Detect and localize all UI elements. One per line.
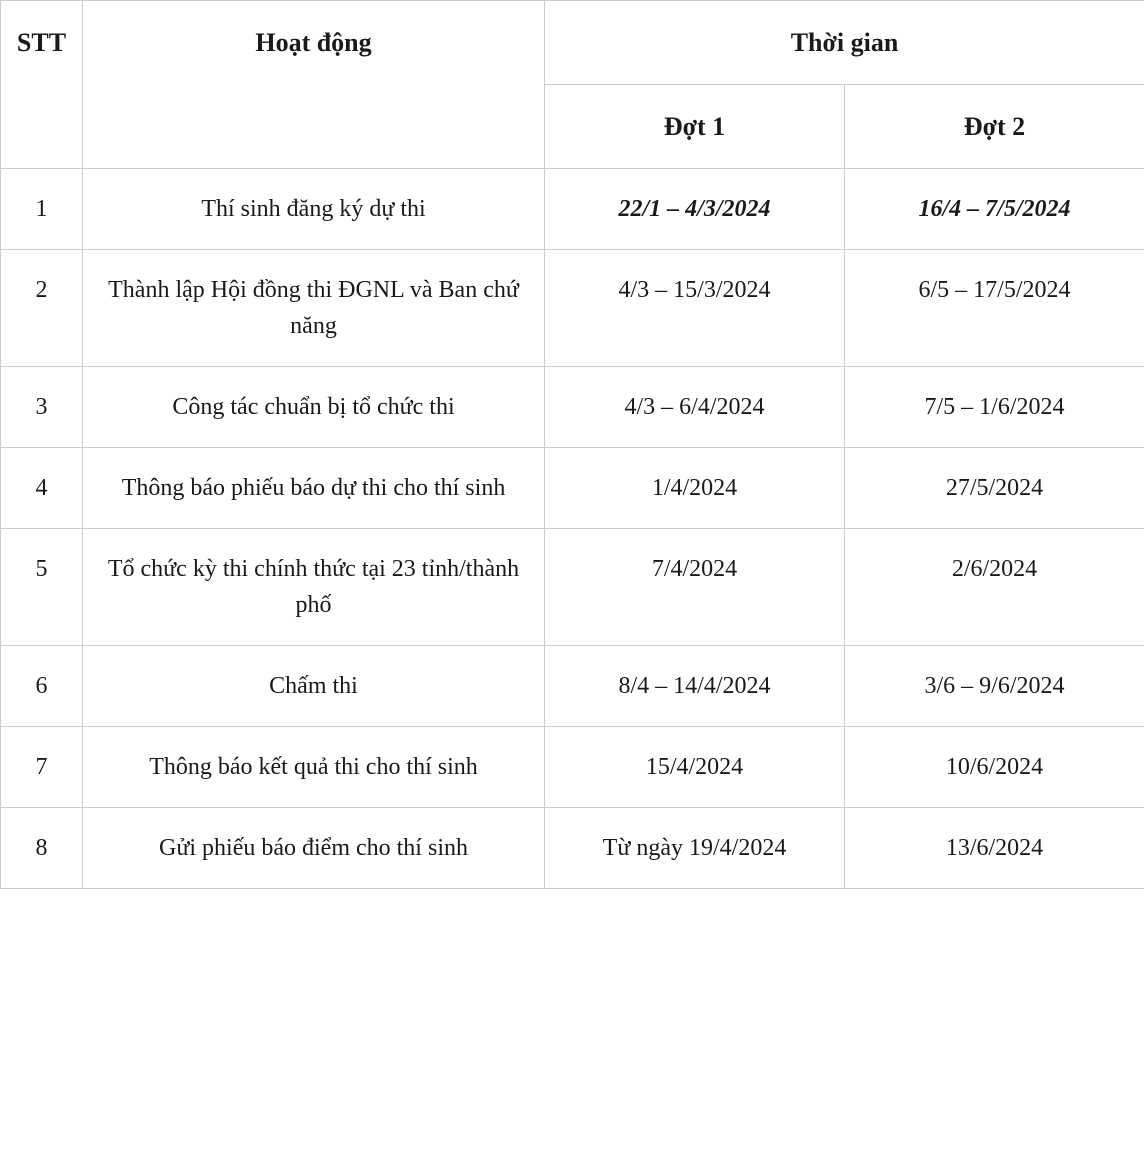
header-dot2: Đợt 2	[845, 85, 1144, 169]
cell-activity: Thí sinh đăng ký dự thi	[83, 169, 545, 250]
header-time: Thời gian	[545, 1, 1144, 85]
cell-activity: Gửi phiếu báo điểm cho thí sinh	[83, 808, 545, 889]
schedule-table: STT Hoạt động Thời gian Đợt 1 Đợt 2 1Thí…	[0, 0, 1144, 889]
cell-dot1: 8/4 – 14/4/2024	[545, 646, 845, 727]
cell-stt: 8	[1, 808, 83, 889]
table-row: 1Thí sinh đăng ký dự thi22/1 – 4/3/20241…	[1, 169, 1144, 250]
cell-dot1: 4/3 – 6/4/2024	[545, 367, 845, 448]
cell-activity: Thành lập Hội đồng thi ĐGNL và Ban chứ n…	[83, 250, 545, 367]
cell-dot1: Từ ngày 19/4/2024	[545, 808, 845, 889]
cell-dot2: 27/5/2024	[845, 448, 1144, 529]
cell-stt: 1	[1, 169, 83, 250]
table-row: 6Chấm thi8/4 – 14/4/20243/6 – 9/6/2024	[1, 646, 1144, 727]
cell-stt: 3	[1, 367, 83, 448]
cell-dot2: 3/6 – 9/6/2024	[845, 646, 1144, 727]
cell-dot2: 7/5 – 1/6/2024	[845, 367, 1144, 448]
cell-dot1: 7/4/2024	[545, 529, 845, 646]
cell-stt: 7	[1, 727, 83, 808]
cell-stt: 4	[1, 448, 83, 529]
header-dot1: Đợt 1	[545, 85, 845, 169]
cell-activity: Công tác chuẩn bị tổ chức thi	[83, 367, 545, 448]
table-body: 1Thí sinh đăng ký dự thi22/1 – 4/3/20241…	[1, 169, 1144, 889]
cell-activity: Chấm thi	[83, 646, 545, 727]
cell-activity: Tổ chức kỳ thi chính thức tại 23 tỉnh/th…	[83, 529, 545, 646]
cell-stt: 5	[1, 529, 83, 646]
cell-dot1: 1/4/2024	[545, 448, 845, 529]
cell-activity: Thông báo phiếu báo dự thi cho thí sinh	[83, 448, 545, 529]
cell-dot2: 10/6/2024	[845, 727, 1144, 808]
cell-dot1: 22/1 – 4/3/2024	[545, 169, 845, 250]
table-row: 3Công tác chuẩn bị tổ chức thi4/3 – 6/4/…	[1, 367, 1144, 448]
cell-dot1: 15/4/2024	[545, 727, 845, 808]
table-row: 2Thành lập Hội đồng thi ĐGNL và Ban chứ …	[1, 250, 1144, 367]
cell-stt: 6	[1, 646, 83, 727]
cell-dot2: 16/4 – 7/5/2024	[845, 169, 1144, 250]
table-row: 4Thông báo phiếu báo dự thi cho thí sinh…	[1, 448, 1144, 529]
table-row: 5Tổ chức kỳ thi chính thức tại 23 tỉnh/t…	[1, 529, 1144, 646]
cell-dot1: 4/3 – 15/3/2024	[545, 250, 845, 367]
cell-activity: Thông báo kết quả thi cho thí sinh	[83, 727, 545, 808]
header-row-1: STT Hoạt động Thời gian	[1, 1, 1144, 85]
cell-stt: 2	[1, 250, 83, 367]
header-activity: Hoạt động	[83, 1, 545, 169]
table-row: 8Gửi phiếu báo điểm cho thí sinhTừ ngày …	[1, 808, 1144, 889]
table-row: 7Thông báo kết quả thi cho thí sinh15/4/…	[1, 727, 1144, 808]
header-stt: STT	[1, 1, 83, 169]
cell-dot2: 2/6/2024	[845, 529, 1144, 646]
cell-dot2: 6/5 – 17/5/2024	[845, 250, 1144, 367]
cell-dot2: 13/6/2024	[845, 808, 1144, 889]
